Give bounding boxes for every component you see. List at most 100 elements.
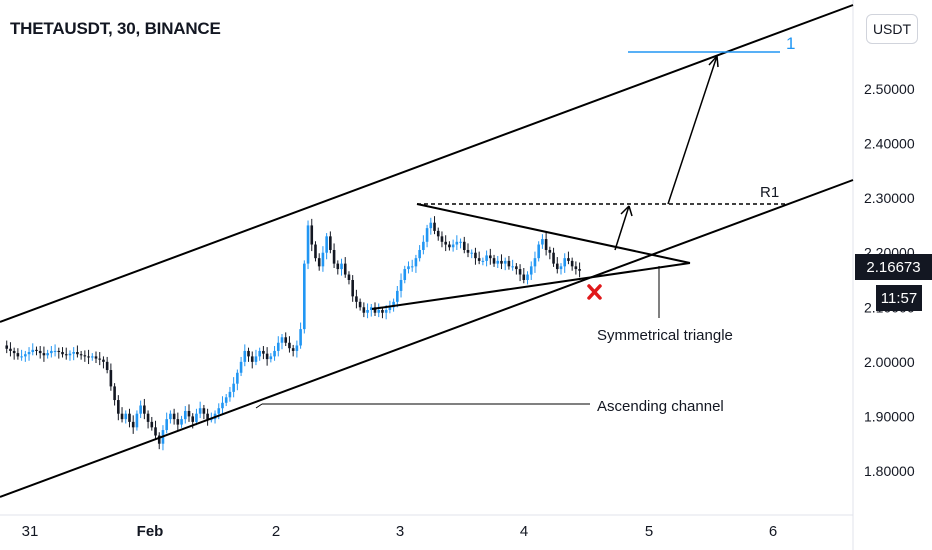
target-arrow-head-right [716,55,719,68]
candle-body [120,413,124,420]
candle-body [206,413,209,420]
candle-body [198,408,202,414]
candle-body [466,249,470,253]
candle-body [250,356,254,362]
candle-body [50,350,53,354]
candle-body [418,249,421,259]
candle-body [306,225,310,264]
candle-body [109,370,113,387]
candle-body [9,348,12,351]
candle-body [254,356,258,362]
candle-body [425,228,429,242]
candle-body [407,266,410,270]
candle-body [555,263,559,270]
price-tick-label: 1.80000 [864,463,915,479]
time-axis[interactable]: 31 Feb 2 3 4 5 6 [22,523,778,540]
candle-series [5,216,581,451]
candle-body [273,350,276,357]
candle-body [336,263,340,270]
candle-body [570,260,574,267]
target-arrow [667,55,718,205]
price-tick-label: 2.40000 [864,136,915,152]
candle-body [440,236,444,242]
candle-body [474,252,477,259]
candle-body [433,222,436,231]
price-tick-label: 2.00000 [864,354,915,370]
candle-body [247,350,250,357]
time-tick-label: 4 [520,523,528,540]
candle-body [377,310,381,313]
candle-body [191,416,195,422]
candle-body [280,337,284,343]
candle-body [351,279,354,297]
candle-body [291,348,295,351]
candle-body [113,386,116,401]
time-tick-label: 3 [396,523,404,540]
last-price-label: 2.16673 [855,254,932,280]
candle-body [548,249,552,253]
candle-body [503,260,507,264]
candle-body [511,266,514,268]
candle-body [5,345,9,349]
candle-body [146,413,150,422]
candle-body [165,419,168,431]
candle-body [369,307,373,311]
candle-body [422,241,425,250]
candle-body [567,258,570,261]
candle-body [258,350,261,357]
channel-label: Ascending channel [597,398,724,415]
candle-body [172,413,176,420]
candle-body [24,354,27,357]
candle-body [16,353,20,357]
candle-body [76,352,79,355]
target-arrow-head-left [708,55,718,66]
channel-label-pointer-tick [255,403,263,409]
candle-body [325,236,328,253]
candle-body [340,263,343,270]
candle-body [20,356,23,358]
breakout-arrow-head-left [620,205,630,215]
candle-body [429,222,433,229]
candle-body [27,352,31,355]
candle-body [176,419,180,425]
candle-body [202,408,206,414]
candle-body [276,342,280,351]
x-mark-icon [587,284,602,300]
candle-body [221,402,224,409]
drawing-layer [0,4,854,498]
candle-body [507,260,511,267]
candle-body [526,274,529,280]
candle-body [522,274,526,280]
candle-body [332,249,336,264]
breakout-arrow [614,205,630,251]
candle-body [537,244,540,259]
candle-body [135,413,139,428]
candle-body [303,263,306,330]
candle-body [518,269,522,275]
candle-body [183,410,187,420]
candle-body [477,258,481,261]
candle-body [288,342,291,349]
candle-body [496,260,500,264]
candle-body [489,255,492,259]
candle-body [392,301,395,308]
symbol-title: THETAUSDT, 30, BINANCE [10,19,221,38]
candle-body [94,356,98,359]
candle-body [552,252,555,264]
channel-lower-line [0,179,854,498]
candle-body [228,391,232,398]
triangle-lower-line [371,262,691,310]
candle-body [388,307,392,311]
candle-body [217,408,221,414]
candle-body [541,239,544,245]
candle-body [143,405,146,414]
time-tick-label: 31 [22,523,39,540]
currency-selector[interactable]: USDT [866,14,918,44]
candle-body [515,266,518,270]
candle-body [124,413,128,420]
candle-body [492,258,496,264]
candle-body [317,258,321,267]
candle-body [61,352,64,355]
